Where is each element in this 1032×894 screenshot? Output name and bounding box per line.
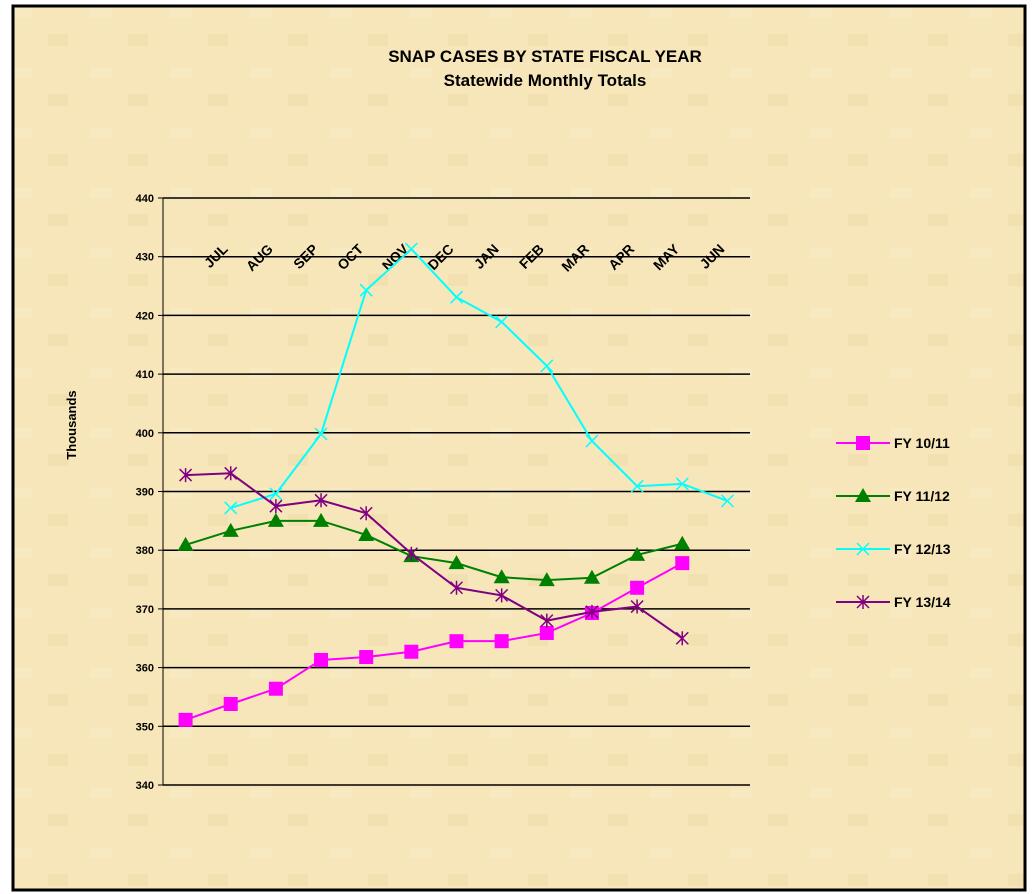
marker <box>359 650 374 665</box>
chart-title: SNAP CASES BY STATE FISCAL YEAR <box>388 47 702 66</box>
y-axis-label: Thousands <box>64 390 79 459</box>
marker <box>495 588 509 603</box>
marker <box>855 488 871 502</box>
marker <box>585 604 599 619</box>
series-line <box>185 562 683 721</box>
background <box>11 4 1027 892</box>
y-tick-label: 440 <box>136 193 154 205</box>
y-tick-label: 400 <box>136 428 154 440</box>
marker <box>314 652 329 667</box>
marker <box>358 526 375 541</box>
y-tick-label: 340 <box>136 780 154 792</box>
marker <box>178 712 193 727</box>
marker <box>856 595 870 609</box>
marker <box>675 556 690 571</box>
marker <box>404 644 419 659</box>
marker <box>359 506 373 521</box>
legend-label: FY 13/14 <box>894 594 951 610</box>
legend-label: FY 12/13 <box>894 541 951 557</box>
marker <box>224 501 238 515</box>
marker <box>359 283 373 297</box>
marker <box>449 290 464 304</box>
legend-label: FY 10/11 <box>894 435 950 451</box>
marker <box>720 494 734 508</box>
marker <box>269 499 283 514</box>
marker <box>495 315 509 329</box>
y-tick-label: 350 <box>136 721 154 733</box>
series-line <box>185 472 683 640</box>
marker <box>494 634 509 649</box>
marker <box>585 434 599 448</box>
marker <box>675 631 689 646</box>
marker <box>269 487 283 501</box>
marker <box>493 569 510 584</box>
marker <box>540 613 554 628</box>
chart-subtitle: Statewide Monthly Totals <box>444 71 647 90</box>
marker <box>449 634 464 649</box>
marker <box>267 512 284 527</box>
y-tick-label: 430 <box>136 252 154 264</box>
marker <box>630 580 645 595</box>
marker <box>404 242 418 256</box>
marker <box>404 546 418 561</box>
marker <box>674 535 691 550</box>
marker <box>856 436 870 450</box>
y-tick-label: 410 <box>136 369 154 381</box>
marker <box>314 493 328 508</box>
marker <box>630 479 644 493</box>
y-tick-label: 360 <box>136 663 154 675</box>
y-tick-label: 380 <box>136 545 154 557</box>
marker <box>538 572 555 587</box>
marker <box>540 359 554 373</box>
y-tick-label: 420 <box>136 310 154 322</box>
marker <box>313 512 330 527</box>
marker <box>629 546 646 561</box>
y-tick-label: 370 <box>136 604 154 616</box>
marker <box>314 427 328 441</box>
legend-label: FY 11/12 <box>894 488 950 504</box>
marker <box>179 468 193 483</box>
series-line <box>185 519 683 582</box>
marker <box>268 681 283 696</box>
marker <box>222 522 239 537</box>
marker <box>675 477 689 491</box>
marker <box>224 466 238 481</box>
marker <box>856 542 870 556</box>
marker <box>449 580 464 595</box>
marker <box>448 555 465 570</box>
marker <box>539 625 554 640</box>
marker <box>177 536 194 551</box>
series-line <box>230 247 728 509</box>
marker <box>223 696 238 711</box>
y-tick-label: 390 <box>136 487 154 499</box>
marker <box>630 599 644 614</box>
marker <box>583 569 600 584</box>
